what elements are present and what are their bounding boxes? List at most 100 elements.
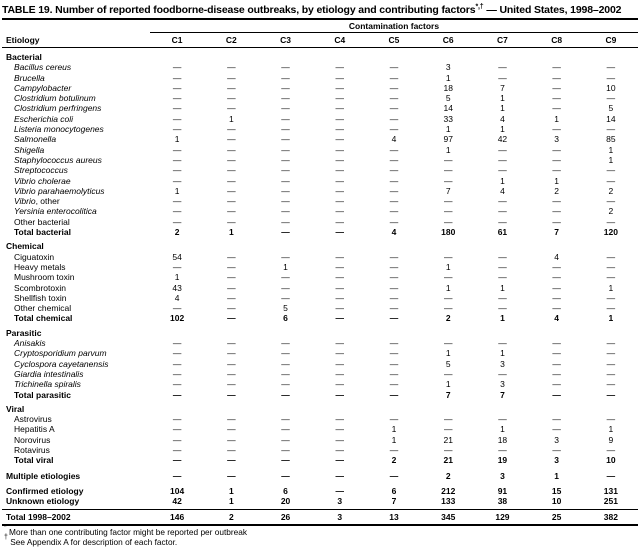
- column-header-c8: C8: [551, 35, 563, 45]
- cell: —: [606, 216, 616, 227]
- table-row: Other chemical — — 5 — — — — — —: [2, 303, 638, 313]
- cell: —: [227, 358, 236, 369]
- row-label: Cyclospora cayetanensis: [2, 359, 150, 369]
- row-label-text: Shellfish toxin: [14, 292, 67, 303]
- cell: 5: [608, 103, 614, 114]
- cell: —: [443, 414, 453, 425]
- row-label: Total 1998–2002: [2, 512, 150, 522]
- cell: 2: [228, 511, 234, 522]
- row-label: Brucella: [2, 73, 150, 83]
- cell: —: [606, 124, 616, 135]
- cell: —: [281, 455, 290, 466]
- cell: —: [498, 216, 507, 227]
- cell: —: [335, 62, 345, 73]
- row-label: Cryptosporidium parvum: [2, 348, 150, 358]
- cell: —: [498, 444, 507, 455]
- cell: 1: [445, 124, 451, 135]
- cell: 85: [606, 134, 616, 145]
- cell: 2: [608, 206, 614, 217]
- row-label: Streptococcus: [2, 165, 150, 175]
- cell: —: [606, 444, 616, 455]
- cell: —: [552, 93, 561, 104]
- cell: —: [389, 103, 399, 114]
- cell: 1: [445, 282, 451, 293]
- cell: —: [227, 414, 236, 425]
- row-label-text: Total chemical: [14, 313, 73, 324]
- cell: —: [335, 313, 345, 324]
- cell: —: [335, 196, 345, 207]
- cell: —: [227, 82, 236, 93]
- contamination-factors-label: Contamination factors: [150, 21, 638, 33]
- cell: 20: [280, 496, 291, 507]
- table-row: Cyclospora cayetanensis — — — — — 5 3 — —: [2, 359, 638, 369]
- cell: —: [335, 282, 345, 293]
- cell: —: [227, 368, 236, 379]
- organism-name: Vibrio cholerae: [14, 175, 71, 186]
- cell: —: [389, 216, 399, 227]
- dagger-marker: †: [4, 533, 8, 541]
- cell: —: [281, 185, 290, 196]
- organism-name: Giardia intestinalis: [14, 368, 84, 379]
- cell: —: [172, 434, 182, 445]
- organism-name: Staphylococcus aureus: [14, 154, 102, 165]
- cell: 14: [606, 113, 616, 124]
- cell: —: [606, 292, 616, 303]
- footnotes: * More than one contributing factor migh…: [2, 524, 638, 547]
- section-header-chemical: Chemical: [6, 241, 44, 252]
- cell: —: [606, 389, 616, 400]
- cell: —: [335, 358, 345, 369]
- cell: —: [281, 196, 290, 207]
- cell: —: [552, 165, 561, 176]
- row-label: Multiple etiologies: [2, 471, 150, 481]
- column-header-c7: C7: [497, 35, 508, 45]
- table-row: Giardia intestinalis — — — — — — — — —: [2, 369, 638, 379]
- cell: —: [389, 368, 399, 379]
- row-label-text: Ciguatoxin: [14, 251, 55, 262]
- cell: —: [172, 72, 182, 83]
- cell: 1: [174, 272, 180, 283]
- cell: 4: [391, 134, 397, 145]
- cell: 1: [500, 93, 505, 104]
- title-rule: [2, 18, 638, 20]
- cell: —: [227, 424, 236, 435]
- table-row: Shigella — — — — — 1 — — 1: [2, 145, 638, 155]
- cell: —: [443, 424, 453, 435]
- organism-name: Yersinia enterocolitica: [14, 206, 97, 217]
- cell: —: [389, 444, 399, 455]
- cell: 1: [500, 103, 505, 114]
- cell: —: [498, 165, 507, 176]
- cell: —: [335, 113, 345, 124]
- cell: —: [227, 103, 236, 114]
- cell: 5: [445, 358, 451, 369]
- cell: —: [389, 470, 399, 481]
- cell: 102: [170, 313, 185, 324]
- cell: —: [281, 444, 290, 455]
- row-label: Vibrio parahaemolyticus: [2, 186, 150, 196]
- row-label: Shigella: [2, 145, 150, 155]
- cell: 104: [170, 485, 185, 496]
- table-row: Other bacterial — — — — — — — — —: [2, 217, 638, 227]
- table-row: Listeria monocytogenes — — — — — 1 1 — —: [2, 124, 638, 134]
- cell: 7: [445, 389, 451, 400]
- cell: —: [606, 261, 616, 272]
- organism-name: Brucella: [14, 72, 45, 83]
- cell: —: [498, 292, 507, 303]
- cell: 1: [445, 379, 451, 390]
- cell: —: [389, 272, 399, 283]
- cell: —: [281, 216, 290, 227]
- cell: —: [498, 154, 507, 165]
- cell: 42: [497, 134, 508, 145]
- cell: 1: [554, 113, 560, 124]
- column-header-c1: C1: [171, 35, 183, 45]
- cell: —: [335, 424, 345, 435]
- cell: —: [227, 216, 236, 227]
- cell: —: [389, 185, 399, 196]
- cell: —: [172, 206, 182, 217]
- cell: 4: [500, 185, 505, 196]
- cell: —: [443, 338, 453, 349]
- organism-name: Bacillus cereus: [14, 62, 72, 73]
- cell: —: [281, 103, 290, 114]
- table-title-footnote-markers: *,†: [475, 3, 484, 11]
- cell: 2: [445, 470, 451, 481]
- table-row: Total viral — — — — 2 21 19 3 10: [2, 455, 638, 465]
